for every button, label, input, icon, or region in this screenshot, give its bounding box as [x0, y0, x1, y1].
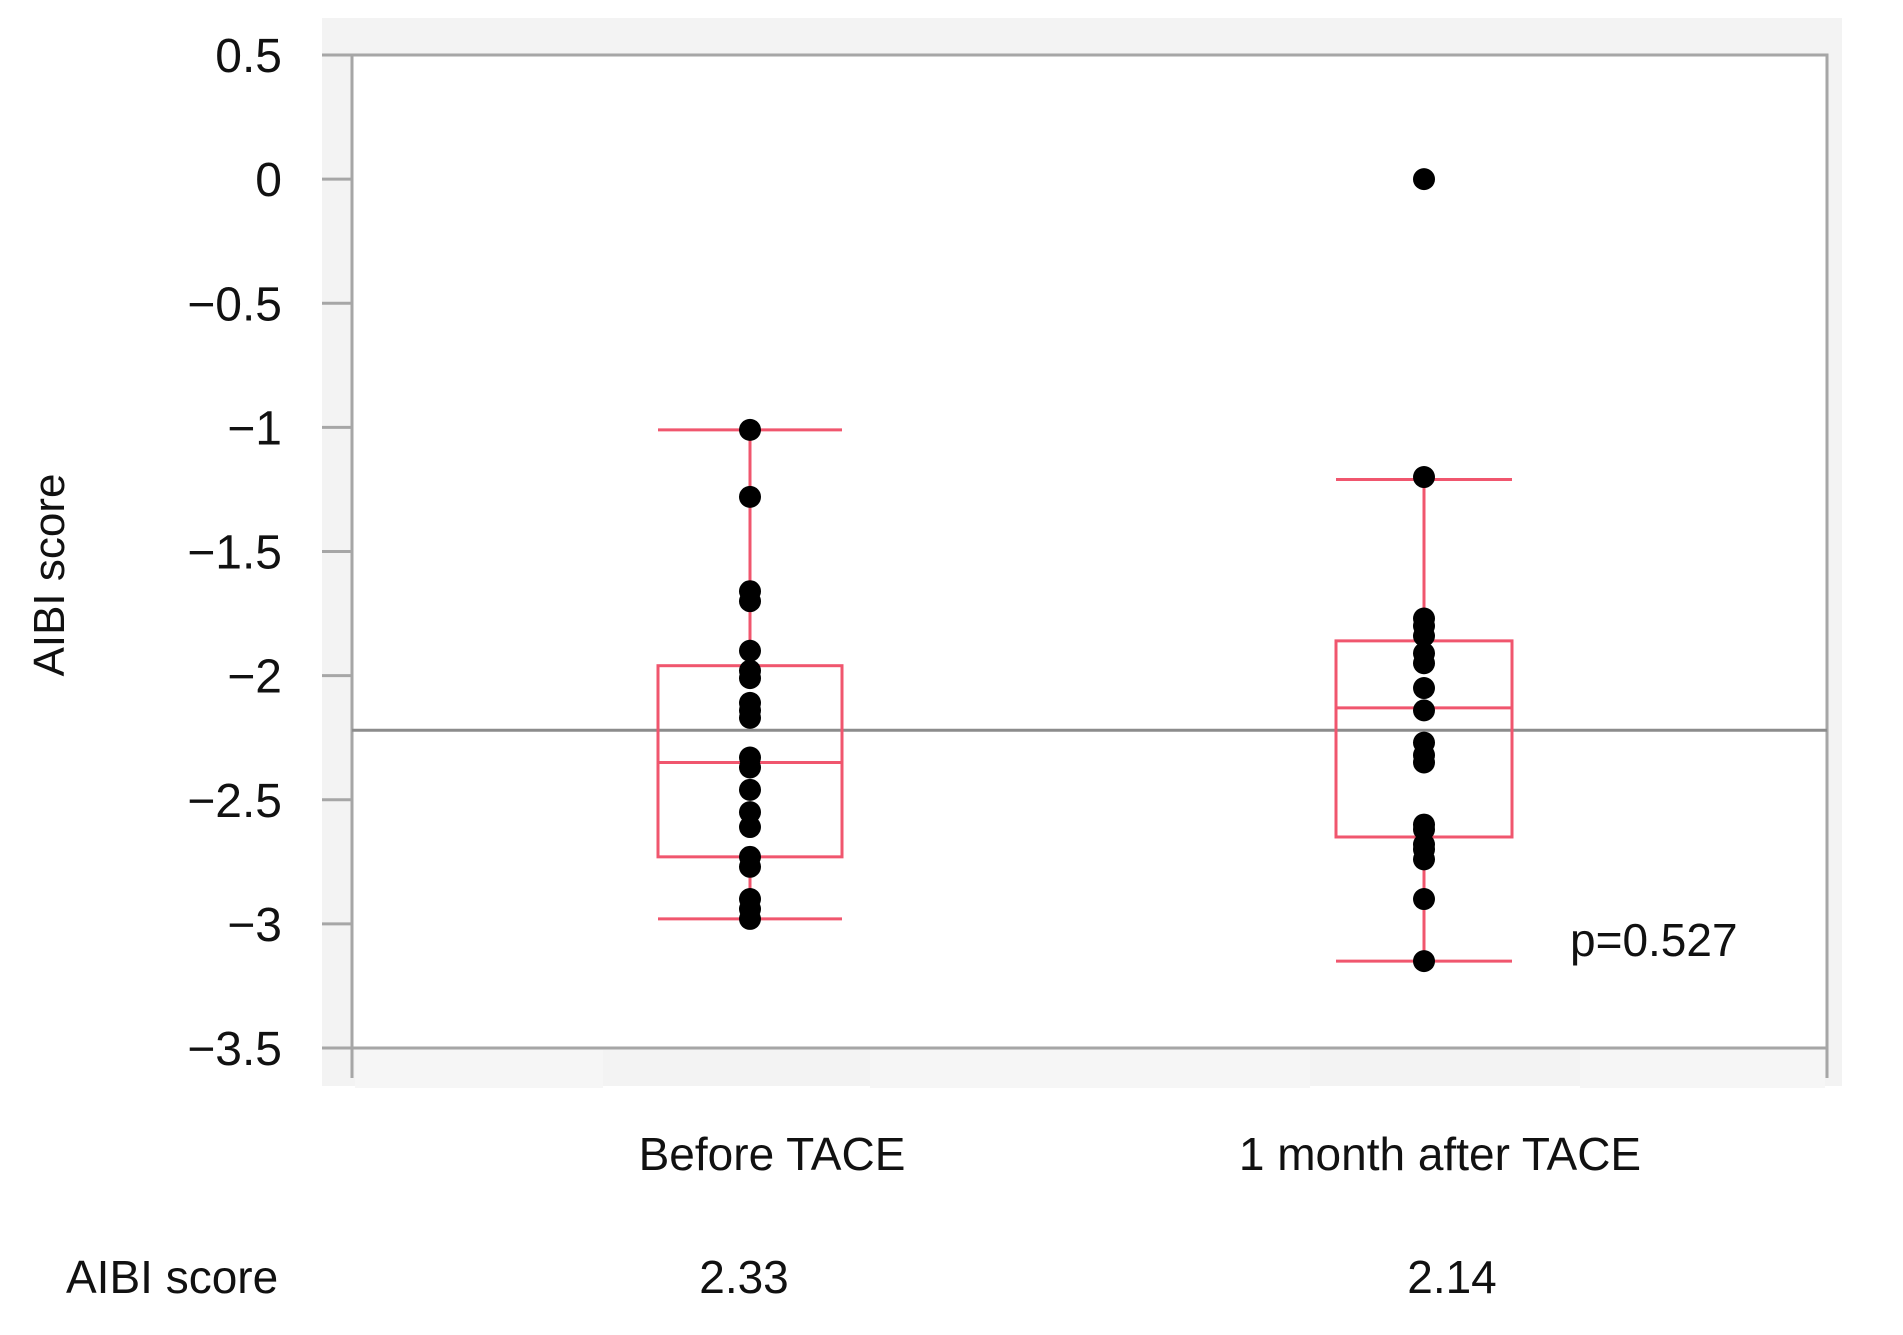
data-point: [1413, 624, 1435, 647]
y-tick-label: −1.5: [187, 527, 282, 580]
plot-area: [350, 53, 1829, 1050]
y-axis: 0.5 0 −0.5 −1 −1.5 −2 −2.5 −3 −3.5: [187, 30, 352, 1076]
category-label-before: Before TACE: [639, 1128, 906, 1180]
y-tick-label: 0: [255, 154, 282, 207]
x-band-segment-1: [355, 1050, 603, 1088]
y-tick-label: −3.5: [187, 1023, 282, 1076]
y-axis-label: AIBI score: [25, 474, 74, 677]
data-point: [1413, 888, 1435, 911]
y-tick-label: −1: [227, 402, 282, 455]
summary-row-label: AIBI score: [66, 1251, 278, 1303]
p-value-annotation: p=0.527: [1570, 914, 1738, 966]
data-point: [1413, 168, 1435, 191]
data-point: [1413, 677, 1435, 700]
data-point: [739, 816, 761, 839]
summary-value-before: 2.33: [699, 1251, 789, 1303]
y-tick-label: −0.5: [187, 278, 282, 331]
data-point: [739, 590, 761, 613]
data-point: [739, 778, 761, 801]
data-point: [1413, 652, 1435, 675]
summary-value-after: 2.14: [1407, 1251, 1497, 1303]
data-point: [739, 756, 761, 779]
data-point: [1413, 848, 1435, 871]
points-group: [739, 168, 1435, 973]
x-band-segment-3: [1580, 1050, 1825, 1088]
data-point: [1413, 466, 1435, 489]
plot-frame: [350, 53, 1829, 1078]
x-band-segment-2: [870, 1050, 1310, 1088]
y-tick-label: −2: [227, 651, 282, 704]
y-tick-label: −3: [227, 899, 282, 952]
data-point: [739, 667, 761, 690]
data-point: [739, 907, 761, 930]
data-point: [739, 706, 761, 729]
category-label-after: 1 month after TACE: [1239, 1128, 1641, 1180]
y-tick-label: −2.5: [187, 775, 282, 828]
data-point: [1413, 751, 1435, 774]
data-point: [739, 855, 761, 878]
data-point: [739, 485, 761, 508]
data-point: [1413, 950, 1435, 973]
data-point: [739, 639, 761, 662]
y-tick-label: 0.5: [215, 30, 282, 83]
data-point: [739, 418, 761, 441]
data-point: [1413, 699, 1435, 722]
